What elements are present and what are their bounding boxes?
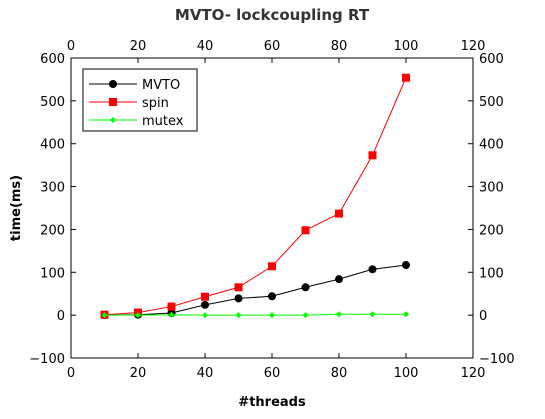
y-tick-label-right: 600 <box>479 52 504 67</box>
y-tick-label-right: 100 <box>479 266 504 281</box>
data-point-MVTO <box>268 292 276 301</box>
y-tick-label-right: 300 <box>479 181 504 196</box>
series-line-mutex <box>104 313 406 316</box>
data-point-MVTO <box>335 275 343 284</box>
x-tick-label-top: 120 <box>461 39 486 54</box>
data-point-MVTO <box>301 283 310 292</box>
x-tick-label-top: 100 <box>394 39 419 54</box>
data-point-mutex <box>235 312 242 319</box>
data-point-mutex <box>101 312 108 319</box>
x-tick-label-top: 80 <box>331 39 348 54</box>
data-point-MVTO <box>368 265 377 274</box>
y-tick-label-left: 600 <box>40 52 65 67</box>
series-mutex <box>101 311 409 319</box>
data-point-spin <box>301 226 310 235</box>
data-point-mutex <box>135 312 141 319</box>
data-point-spin <box>234 283 243 292</box>
legend-marker <box>109 80 117 88</box>
series-line-MVTO <box>104 264 407 316</box>
data-point-mutex <box>168 311 175 318</box>
legend: MVTO spin mutex <box>82 68 198 132</box>
data-point-spin <box>201 292 209 301</box>
data-point-mutex <box>369 311 376 318</box>
legend-label: mutex <box>142 114 184 129</box>
data-point-mutex <box>202 312 208 319</box>
y-tick-label-right: 400 <box>479 138 504 153</box>
x-tick-label-top: 0 <box>67 39 75 54</box>
series-line-spin <box>104 77 407 316</box>
x-tick-label-bottom: 80 <box>331 366 348 381</box>
y-tick-label-left: 200 <box>40 223 65 238</box>
y-tick-label-right: 200 <box>479 223 504 238</box>
x-tick-label-bottom: 0 <box>67 366 75 381</box>
y-tick-label-left: 500 <box>40 95 65 110</box>
y-tick-label-right: 0 <box>479 309 487 324</box>
data-point-spin <box>368 151 377 160</box>
x-tick-label-bottom: 120 <box>461 366 486 381</box>
legend-marker <box>109 98 117 106</box>
x-tick-label-bottom: 100 <box>394 366 419 381</box>
x-tick-label-bottom: 40 <box>197 366 214 381</box>
y-tick-label-left: 400 <box>40 138 65 153</box>
y-axis-label: time(ms) <box>9 175 24 241</box>
data-point-spin <box>268 262 276 271</box>
data-point-spin <box>335 209 343 218</box>
data-point-MVTO <box>234 294 243 303</box>
y-tick-label-left: 300 <box>40 181 65 196</box>
legend-box <box>82 68 198 132</box>
y-tick-label-left: 0 <box>57 309 65 324</box>
y-tick-label-right: −100 <box>479 352 515 367</box>
legend-entry-spin: spin <box>89 96 169 111</box>
x-tick-label-top: 60 <box>264 39 281 54</box>
x-tick-label-bottom: 60 <box>264 366 281 381</box>
y-tick-label-left: 100 <box>40 266 65 281</box>
x-tick-label-top: 40 <box>197 39 214 54</box>
legend-label: MVTO <box>142 78 180 93</box>
y-tick-label-left: −100 <box>29 352 65 367</box>
series-layer <box>100 73 410 320</box>
chart-title: MVTO- lockcoupling RT <box>175 6 370 24</box>
series-MVTO <box>100 261 410 320</box>
data-point-mutex <box>302 312 309 319</box>
data-point-MVTO <box>402 261 410 269</box>
data-point-mutex <box>403 311 409 318</box>
y-tick-label-right: 500 <box>479 95 504 110</box>
legend-entry-MVTO: MVTO <box>89 78 180 93</box>
legend-label: spin <box>142 96 169 111</box>
x-tick-label-bottom: 20 <box>130 366 147 381</box>
x-tick-label-top: 20 <box>130 39 147 54</box>
legend-entry-mutex: mutex <box>89 114 184 129</box>
x-axis-label: #threads <box>238 395 306 410</box>
data-point-spin <box>167 302 176 311</box>
legend-marker <box>110 117 116 123</box>
data-point-MVTO <box>201 300 209 309</box>
data-point-spin <box>402 73 410 82</box>
data-point-mutex <box>336 311 342 318</box>
data-point-mutex <box>269 312 275 319</box>
